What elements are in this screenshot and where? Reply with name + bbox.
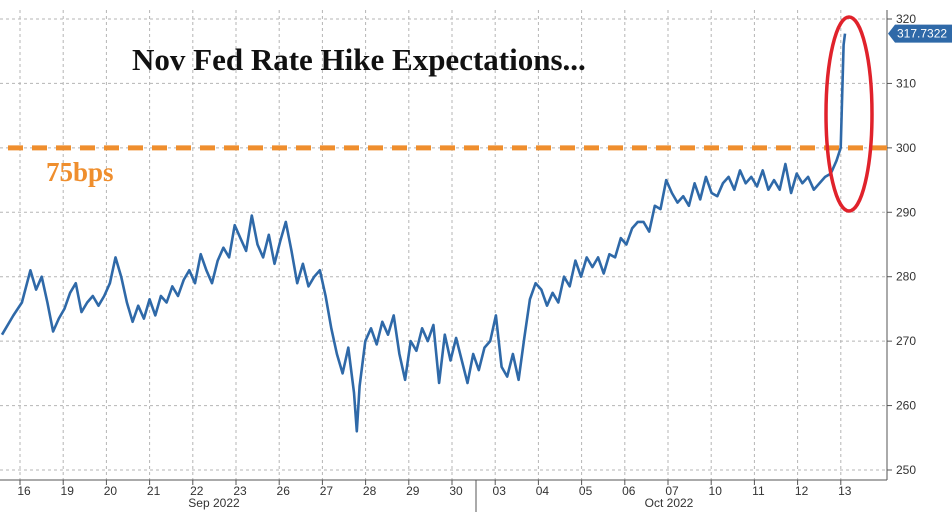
chart-title: Nov Fed Rate Hike Expectations... (132, 42, 586, 77)
y-tick-label-250: 250 (896, 463, 916, 477)
x-tick-label-17: 11 (752, 484, 765, 498)
x-tick-label-3: 21 (147, 484, 161, 498)
month-label-oct: Oct 2022 (645, 496, 694, 510)
x-tick-label-15: 07 (665, 484, 679, 498)
x-tick-label-12: 04 (536, 484, 550, 498)
month-label-sep: Sep 2022 (188, 496, 240, 510)
x-tick-label-13: 05 (579, 484, 593, 498)
y-tick-label-320: 320 (896, 12, 916, 26)
y-tick-label-260: 260 (896, 399, 916, 413)
reference-line-label: 75bps (46, 157, 114, 187)
last-value-label: 317.7322 (897, 27, 947, 41)
x-tick-label-2: 20 (104, 484, 118, 498)
x-tick-label-4: 22 (190, 484, 204, 498)
x-tick-label-0: 16 (17, 484, 31, 498)
x-tick-label-6: 26 (277, 484, 291, 498)
y-tick-label-290: 290 (896, 205, 916, 219)
x-tick-label-10: 30 (449, 484, 463, 498)
y-axis-ticks: 250 260 270 280 290 300 310 320 (887, 12, 916, 477)
x-tick-label-7: 27 (320, 484, 334, 498)
y-tick-label-280: 280 (896, 270, 916, 284)
x-tick-label-5: 23 (233, 484, 247, 498)
x-tick-label-18: 12 (795, 484, 809, 498)
highlight-ellipse (824, 15, 874, 213)
x-tick-label-19: 13 (838, 484, 852, 498)
y-tick-label-310: 310 (896, 76, 916, 90)
last-value-tag-bg (888, 24, 952, 43)
x-tick-label-9: 29 (406, 484, 420, 498)
x-tick-label-16: 10 (709, 484, 723, 498)
x-tick-label-1: 19 (61, 484, 75, 498)
x-tick-label-11: 03 (493, 484, 507, 498)
x-tick-label-8: 28 (363, 484, 377, 498)
chart-grid (0, 10, 887, 480)
y-tick-label-270: 270 (896, 334, 916, 348)
series-line (0, 33, 847, 433)
x-axis-ticks: 16 19 20 21 22 23 26 27 28 29 30 03 04 05 06 07 10 11 12 13 (17, 480, 852, 498)
x-tick-label-14: 06 (622, 484, 636, 498)
last-value-tag: 317.7322 (888, 24, 952, 43)
y-tick-label-300: 300 (896, 141, 916, 155)
